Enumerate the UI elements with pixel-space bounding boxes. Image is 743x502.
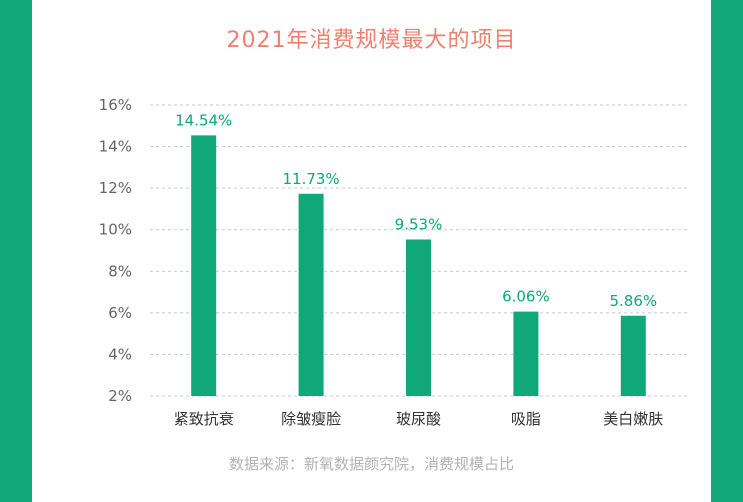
y-tick-label: 2% <box>108 387 132 405</box>
y-tick-label: 12% <box>99 179 132 197</box>
data-label: 6.06% <box>502 288 550 306</box>
data-label: 9.53% <box>395 215 443 233</box>
bar <box>298 193 324 396</box>
y-tick-label: 10% <box>99 221 132 239</box>
bar <box>513 311 539 396</box>
y-tick-label: 4% <box>108 345 132 363</box>
x-tick-label: 美白嫩肤 <box>603 410 663 428</box>
source-footnote: 数据来源：新氧数据颜究院，消费规模占比 <box>228 455 514 473</box>
data-label: 14.54% <box>175 111 232 129</box>
x-tick-label: 紧致抗衰 <box>174 410 234 428</box>
data-label: 5.86% <box>609 292 657 310</box>
x-tick-label: 玻尿酸 <box>396 410 441 428</box>
bar <box>191 135 217 396</box>
data-label: 11.73% <box>282 170 339 188</box>
chart-title: 2021年消费规模最大的项目 <box>226 28 517 53</box>
y-tick-label: 8% <box>108 262 132 280</box>
bar <box>406 239 431 396</box>
y-tick-label: 16% <box>99 96 132 114</box>
bar-chart: 2% 4% 6% 8% 10% 12% 14% 16% 14.54% 紧致抗衰 11.73% 除皱瘦脸… <box>99 96 687 428</box>
bar <box>620 315 646 396</box>
chart-panel: 2021年消费规模最大的项目 2% 4% 6% 8% 10% 12% 14% 16% 14.54… <box>32 0 711 502</box>
y-tick-label: 6% <box>108 304 132 322</box>
x-tick-label: 吸脂 <box>511 410 541 428</box>
x-tick-label: 除皱瘦脸 <box>281 410 341 428</box>
y-tick-label: 14% <box>99 138 132 156</box>
